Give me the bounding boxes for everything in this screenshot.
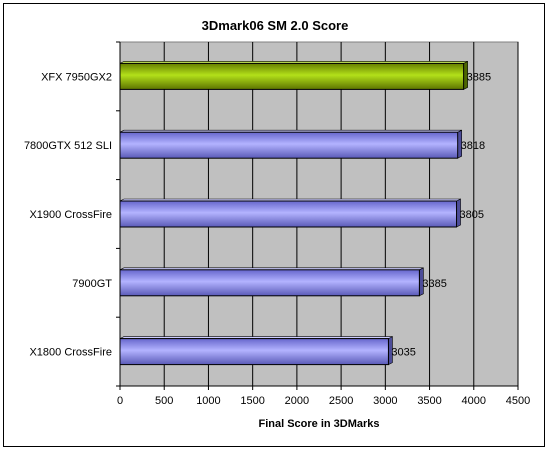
bar-0 (119, 62, 465, 90)
x-tick-label-4000: 4000 (462, 395, 486, 407)
x-tick-label-2500: 2500 (329, 395, 353, 407)
x-tick-label-4500: 4500 (506, 395, 530, 407)
chart-title: 3Dmark06 SM 2.0 Score (201, 18, 349, 33)
category-label-3: 7900GT (72, 278, 112, 290)
bar-3 (119, 269, 420, 297)
bar-2 (119, 200, 458, 228)
bar-4 (119, 338, 389, 366)
category-label-4: X1800 CrossFire (29, 347, 112, 359)
value-label-3: 3385 (422, 278, 446, 290)
value-label-2: 3805 (460, 209, 484, 221)
value-label-4: 3035 (391, 347, 415, 359)
category-label-0: XFX 7950GX2 (41, 71, 112, 83)
x-tick-label-3500: 3500 (417, 395, 441, 407)
bar-1 (119, 131, 459, 159)
x-tick-label-3000: 3000 (373, 395, 397, 407)
x-tick-label-1000: 1000 (196, 395, 220, 407)
category-label-2: X1900 CrossFire (29, 209, 112, 221)
value-label-0: 3885 (467, 71, 491, 83)
value-label-1: 3818 (461, 140, 485, 152)
x-tick-label-0: 0 (117, 395, 123, 407)
category-label-1: 7800GTX 512 SLI (24, 140, 112, 152)
x-tick-label-2000: 2000 (285, 395, 309, 407)
x-tick-label-500: 500 (155, 395, 173, 407)
x-tick-label-1500: 1500 (240, 395, 264, 407)
x-axis-label: Final Score in 3DMarks (258, 418, 380, 430)
